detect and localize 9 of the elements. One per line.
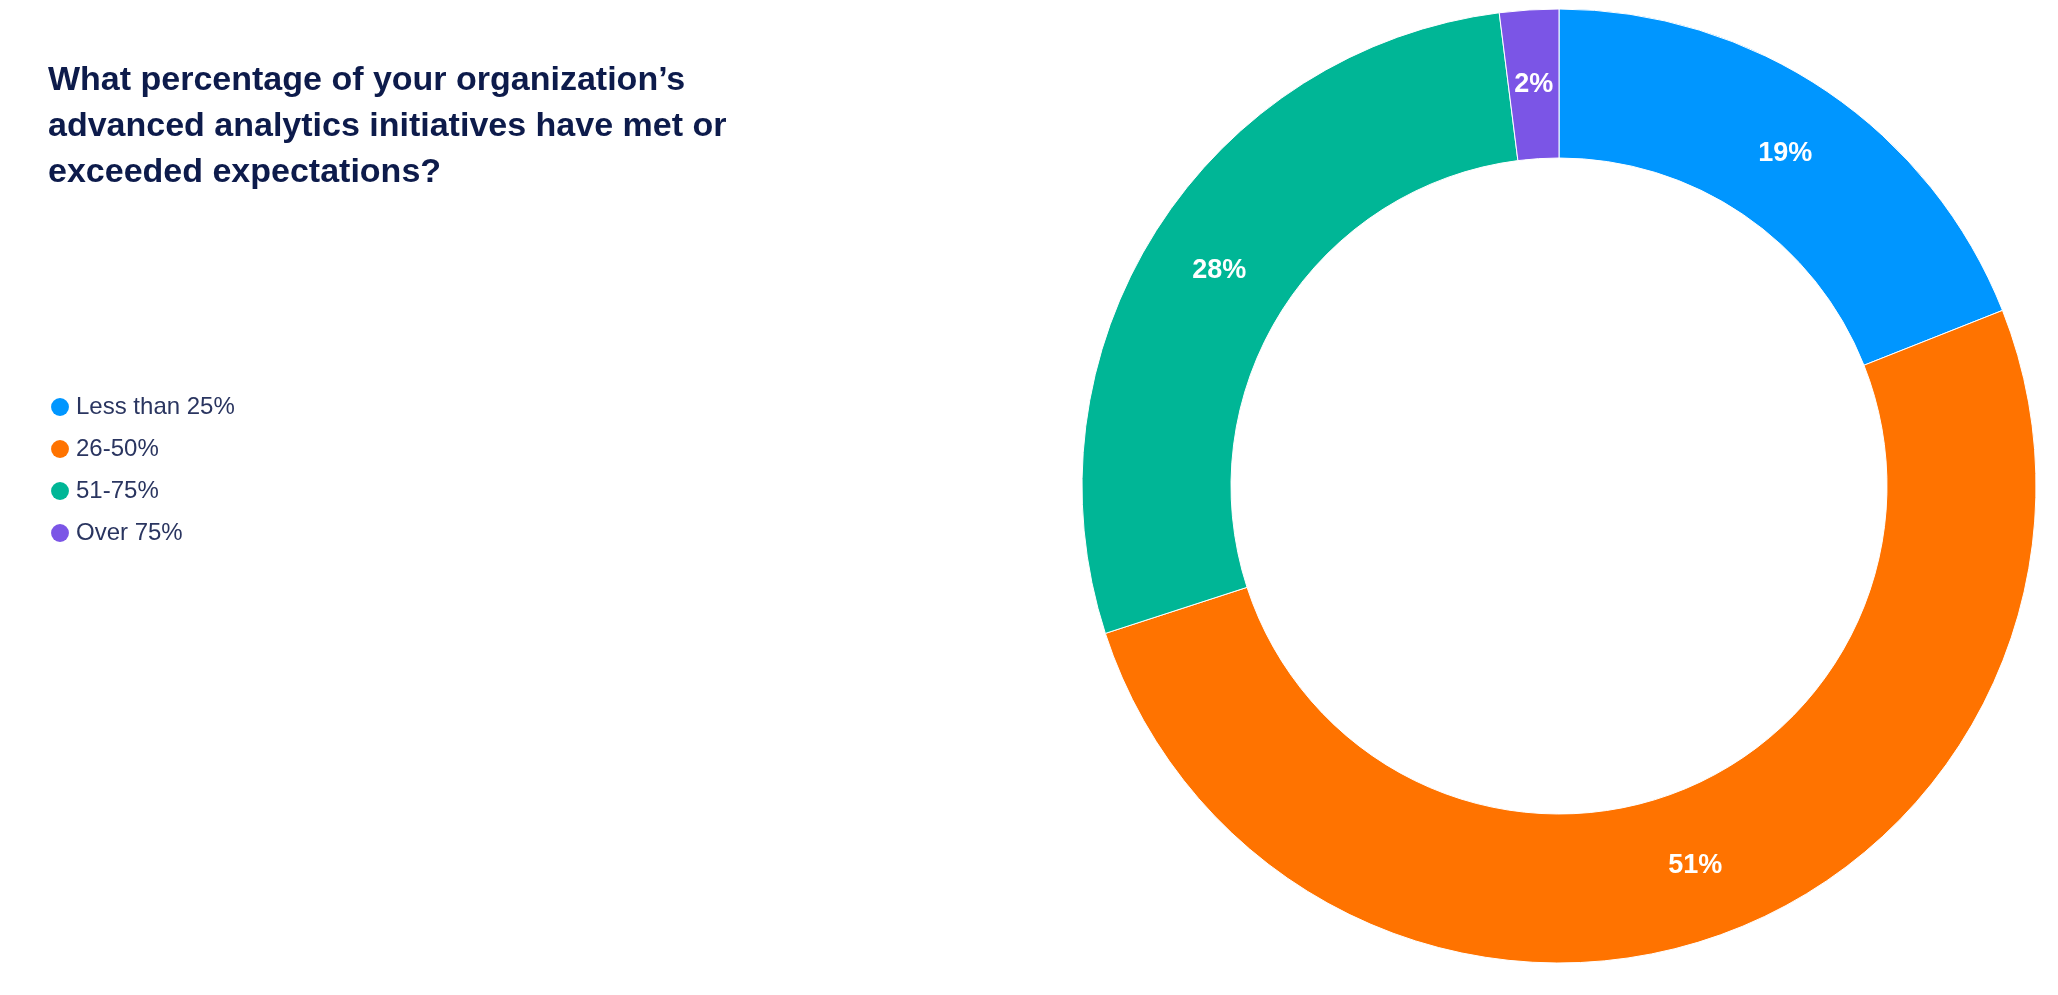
legend-label: Over 75% <box>76 518 183 545</box>
legend-label: 51-75% <box>76 476 159 503</box>
data-label: 51% <box>1668 848 1723 879</box>
text: What percentage of your organization’s advanced analytics initiatives have met or exceeded expectations? <box>48 59 727 189</box>
data-label: 28% <box>1192 254 1247 285</box>
legend-label: 26-50% <box>76 434 159 461</box>
data-label: 19% <box>1758 137 1813 168</box>
legend-label: Less than 25% <box>76 392 235 419</box>
data-label: 2% <box>1514 68 1554 99</box>
